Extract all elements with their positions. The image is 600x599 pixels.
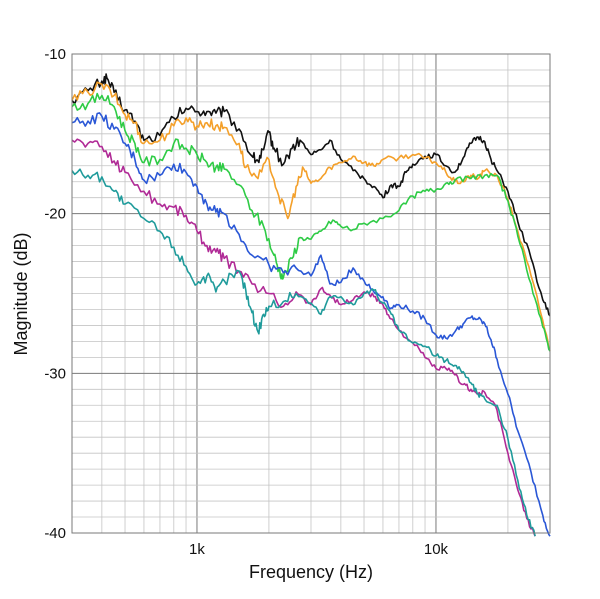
series-line-6: [71, 168, 536, 537]
x-tick-label: 1k: [189, 541, 205, 558]
x-tick-labels: 1k 10k: [189, 541, 449, 558]
y-tick-label: -20: [44, 206, 66, 223]
series-lines: [71, 73, 551, 537]
y-tick-label: -10: [44, 46, 66, 63]
plot-frame: [71, 53, 551, 534]
y-tick-label: -30: [44, 365, 66, 382]
series-line-3: [71, 92, 551, 352]
y-tick-label: -40: [44, 525, 66, 542]
series-line-1: [71, 73, 551, 317]
y-axis-label: Magnitude (dB): [11, 232, 31, 355]
y-tick-labels: -10 -20 -30 -40: [44, 46, 66, 542]
series-line-4: [71, 112, 551, 537]
x-tick-label: 10k: [424, 541, 449, 558]
x-axis-label: Frequency (Hz): [249, 562, 373, 582]
series-line-5: [71, 138, 536, 537]
grid: [72, 54, 550, 533]
